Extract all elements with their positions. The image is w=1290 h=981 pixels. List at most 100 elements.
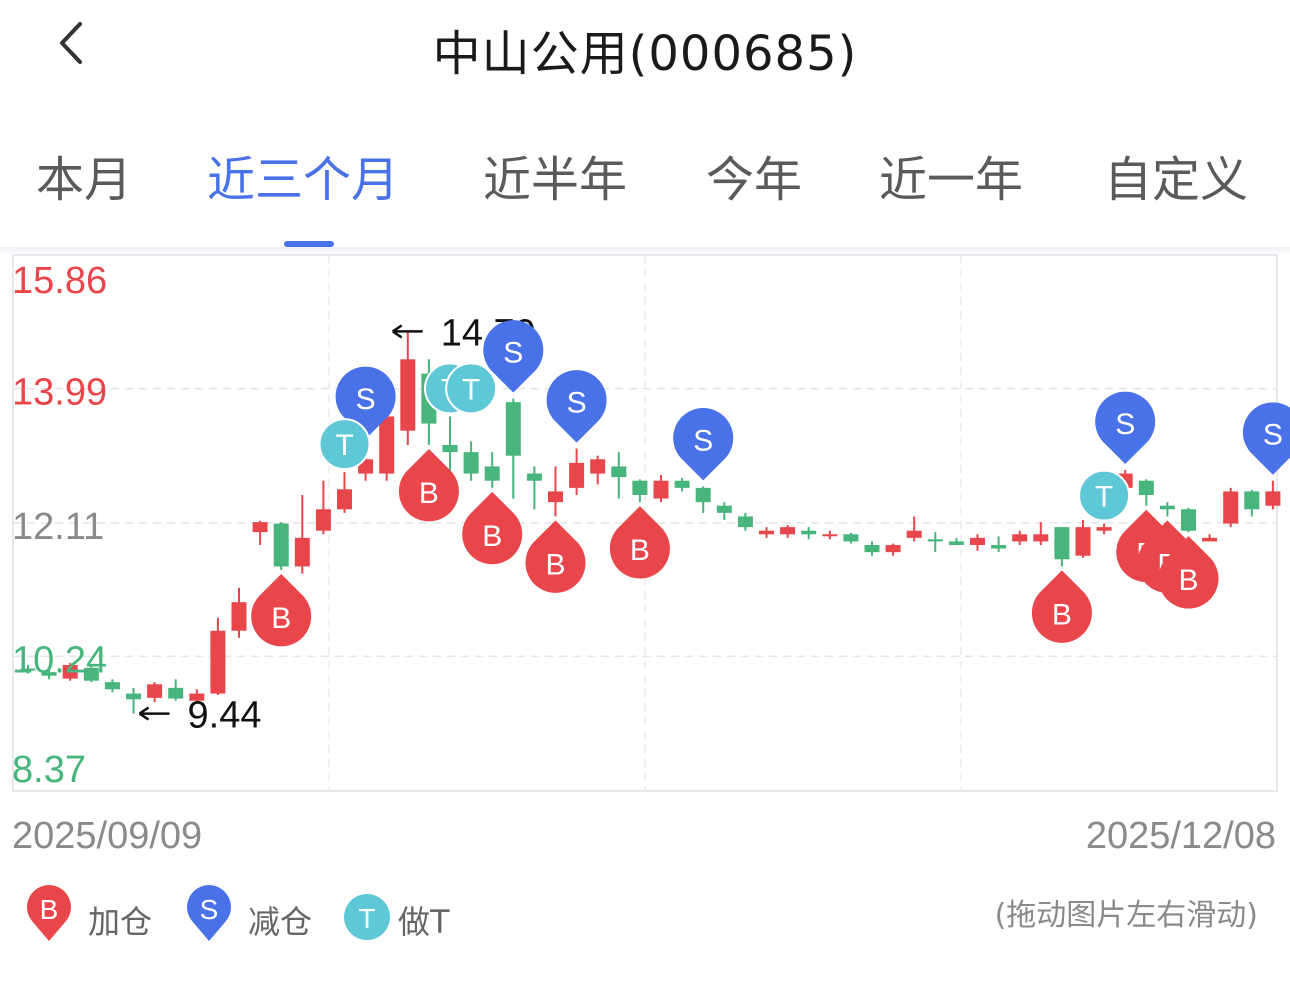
- t-marker-circle: [318, 418, 371, 471]
- trade-marker-S: S: [483, 320, 544, 393]
- tab-custom[interactable]: 自定义: [1104, 152, 1249, 208]
- annotation-label: 9.44: [188, 695, 262, 737]
- candle-up: [379, 416, 395, 474]
- candle-down: [1159, 505, 1175, 510]
- buy-marker-pin: [1031, 570, 1092, 643]
- candle-up: [210, 630, 226, 694]
- page-title: 中山公用(000685): [432, 26, 858, 82]
- buy-marker-pin: [251, 574, 312, 647]
- header: 中山公用(000685): [0, 0, 1290, 95]
- tab-three-months[interactable]: 近三个月: [207, 152, 400, 208]
- tab-one-year[interactable]: 近一年: [879, 152, 1024, 208]
- x-start-date: 2025/09/09: [12, 815, 203, 857]
- candle-down: [442, 445, 458, 453]
- candle-up: [147, 684, 163, 698]
- tabs-divider: [0, 247, 1290, 255]
- candle-down: [1054, 527, 1070, 560]
- trade-marker-B: B: [462, 491, 523, 565]
- y-tick-label: 10.24: [12, 639, 107, 681]
- sell-marker-pin: [1242, 402, 1290, 475]
- active-tab-indicator: [284, 241, 334, 247]
- candle-down: [126, 693, 141, 700]
- candle-down: [104, 682, 120, 690]
- y-tick-label: 13.99: [12, 372, 107, 414]
- tab-this-month[interactable]: 本月: [36, 152, 133, 208]
- y-tick-label: 8.37: [12, 749, 86, 791]
- candle-up: [1012, 534, 1028, 542]
- trade-markers: BBBBBBBBBSSSSSSTTTT: [251, 320, 1290, 647]
- candle-up: [759, 530, 774, 535]
- candle-up: [1202, 537, 1218, 542]
- candle-up: [231, 602, 247, 631]
- buy-marker-pin: [398, 449, 459, 522]
- back-chevron-icon[interactable]: [52, 18, 92, 68]
- legend: B 加仓 S 减仓 T 做T: [0, 885, 1290, 955]
- sell-marker-pin: [483, 320, 544, 393]
- candle-down: [526, 473, 542, 481]
- price-chart[interactable]: 14.799.44 BBBBBBBBBSSSSSSTTTT 15.8613.99…: [0, 250, 1290, 810]
- buy-marker-label: B: [1178, 564, 1198, 597]
- t-marker-label: T: [1095, 481, 1113, 514]
- trade-marker-B: B: [398, 449, 459, 522]
- candle-down: [273, 523, 289, 567]
- candle-down: [505, 402, 521, 456]
- candle-down: [948, 541, 964, 545]
- buy-marker-pin: [1158, 536, 1219, 609]
- buy-marker-label: B: [271, 602, 291, 635]
- tab-half-year[interactable]: 近半年: [483, 152, 628, 208]
- candle-up: [569, 462, 585, 488]
- y-tick-label: 15.86: [12, 260, 107, 302]
- candle-up: [1223, 491, 1239, 524]
- buy-marker-glyph: B: [40, 894, 59, 925]
- y-axis-ticks: 15.86 13.99 12.11 10.24 8.37: [12, 260, 107, 791]
- candle-down: [41, 672, 57, 676]
- candle-down: [83, 667, 99, 681]
- candle-down: [695, 487, 711, 503]
- candle-down: [927, 539, 943, 542]
- candle-down: [611, 466, 627, 478]
- candle-up: [294, 537, 310, 567]
- legend-label-t: 做T: [398, 903, 450, 941]
- t-marker-circle: [445, 362, 498, 415]
- candle-up: [189, 693, 205, 701]
- annotation-arrow-head: [392, 324, 403, 339]
- candle-down: [484, 466, 500, 481]
- candle-up: [1075, 527, 1091, 556]
- candle-up: [906, 530, 922, 538]
- trade-marker-S: S: [1095, 391, 1156, 464]
- candle-up: [252, 522, 268, 533]
- sell-marker-glyph: S: [200, 894, 219, 925]
- candle-down: [991, 545, 1007, 549]
- trade-marker-S: S: [546, 370, 607, 443]
- tab-this-year[interactable]: 今年: [706, 152, 803, 208]
- candle-down: [20, 668, 36, 671]
- t-marker-glyph: T: [358, 903, 375, 934]
- candle-up: [653, 480, 669, 499]
- candle-down: [1138, 480, 1154, 495]
- candle-down: [674, 480, 690, 488]
- trade-marker-B: B: [609, 506, 670, 579]
- trade-marker-S: S: [673, 408, 734, 481]
- legend-label-add: 加仓: [88, 903, 153, 941]
- sell-marker-pin: [546, 370, 607, 443]
- buy-marker-label: B: [419, 477, 439, 510]
- annotation-arrow-head: [138, 706, 150, 721]
- candle-up: [548, 491, 563, 503]
- trade-marker-B: B: [1158, 536, 1219, 609]
- candle-down: [463, 452, 479, 474]
- candle-up: [1265, 491, 1281, 506]
- sell-marker-pin: [1095, 391, 1156, 464]
- candle-up: [780, 527, 796, 535]
- legend-label-reduce: 减仓: [248, 903, 313, 941]
- t-marker-icon: T: [344, 894, 390, 940]
- y-tick-label: 12.11: [12, 506, 104, 548]
- candle-up: [315, 509, 331, 531]
- buy-marker-pin: [462, 491, 523, 565]
- sell-marker-label: S: [356, 383, 376, 416]
- candle-up: [337, 489, 352, 510]
- sell-marker-label: S: [1115, 408, 1135, 441]
- trade-marker-S: S: [1242, 402, 1290, 475]
- candle-up: [590, 459, 606, 474]
- trade-marker-B: B: [251, 574, 312, 647]
- candle-up: [885, 545, 901, 553]
